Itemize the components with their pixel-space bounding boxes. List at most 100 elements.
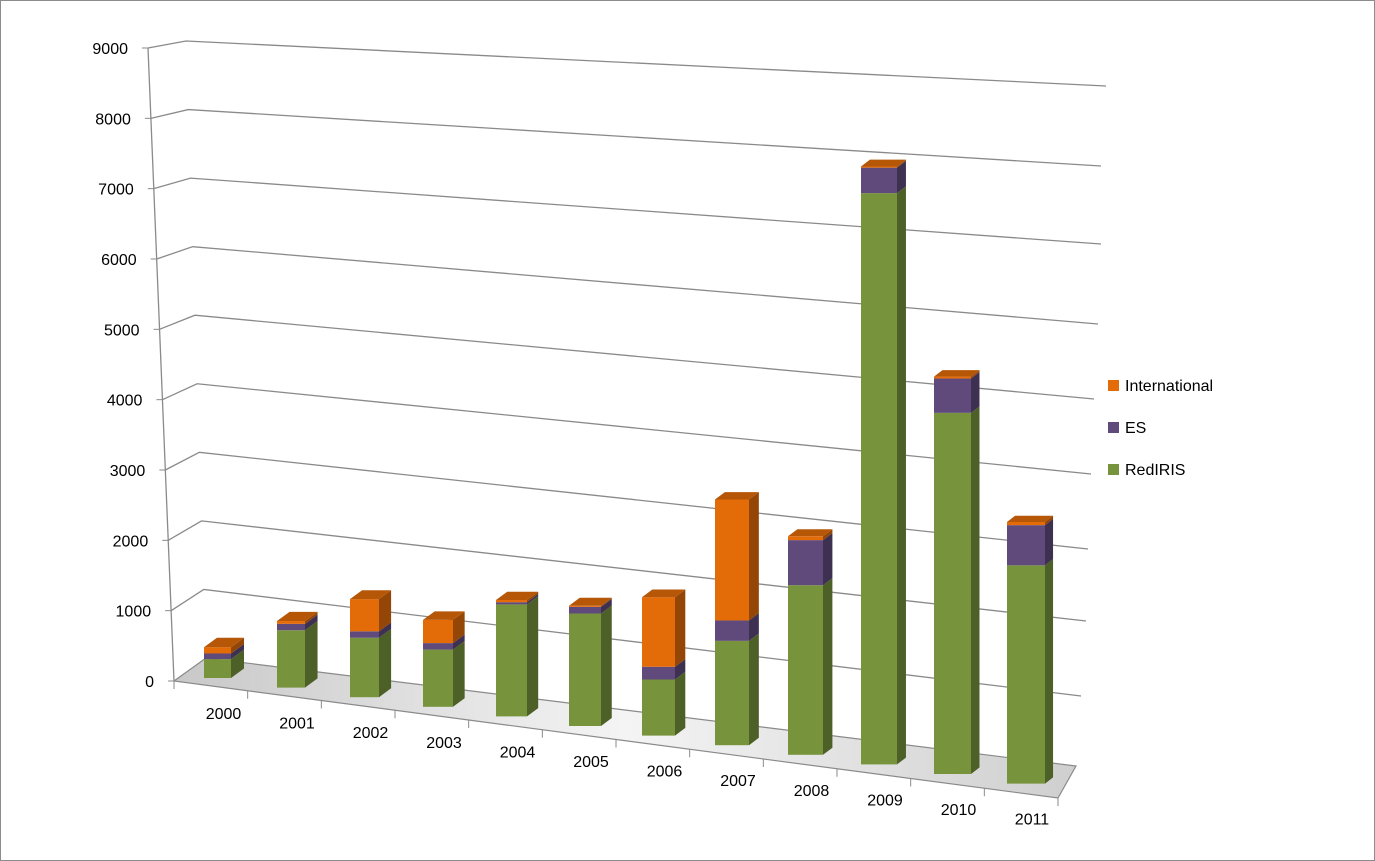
bar-2005 — [569, 597, 612, 726]
bar-segment-rediris-side — [1045, 559, 1054, 784]
gridline — [150, 108, 1102, 167]
bar-2009 — [861, 159, 906, 765]
bar-segment-rediris-front — [861, 193, 897, 765]
y-tick-label: 2000 — [113, 533, 149, 550]
y-tick-label: 6000 — [101, 252, 137, 269]
bar-segment-rediris-side — [823, 578, 833, 755]
bar-2000 — [204, 637, 244, 678]
bar-segment-rediris-side — [453, 641, 465, 707]
bar-segment-rediris-front — [423, 649, 453, 707]
bar-segment-international-front — [715, 499, 749, 621]
bar-segment-es-front — [204, 653, 231, 660]
bar-segment-es-side — [675, 659, 686, 680]
x-tick-label: 2004 — [500, 744, 536, 761]
bar-segment-international-side — [675, 589, 686, 667]
bar-segment-rediris-side — [749, 633, 759, 746]
bar-segment-es-front — [277, 623, 305, 631]
legend-swatch-international — [1108, 380, 1119, 391]
gridline — [165, 451, 1089, 550]
bar-2002 — [350, 590, 392, 698]
x-tick-label: 2001 — [279, 716, 315, 733]
bar-segment-international-front — [788, 536, 823, 541]
bar-segment-rediris-side — [305, 621, 318, 688]
x-tick-label: 2003 — [426, 735, 462, 752]
y-tick-label: 7000 — [98, 182, 134, 199]
bar-segment-rediris-front — [934, 412, 971, 774]
bar-2001 — [277, 611, 318, 688]
bar-segment-top — [934, 370, 980, 377]
bar-segment-international-front — [934, 376, 971, 379]
bar-segment-rediris-front — [569, 613, 601, 726]
bar-segment-rediris-front — [496, 604, 527, 717]
y-tick-label: 3000 — [110, 463, 146, 480]
bar-segment-es-side — [1045, 518, 1054, 566]
bar-segment-rediris-side — [379, 628, 392, 698]
bar-segment-es-front — [423, 643, 453, 650]
legend-swatch-es — [1108, 422, 1119, 433]
x-tick-label: 2002 — [353, 725, 389, 742]
bar-segment-rediris-front — [350, 637, 379, 698]
chart-floor — [172, 657, 1077, 806]
bar-segment-top — [788, 529, 833, 537]
bar-2007 — [715, 492, 759, 746]
x-tick-label: 2006 — [647, 764, 683, 781]
bar-2010 — [934, 370, 980, 774]
bar-segment-international-side — [231, 637, 244, 654]
bar-segment-top — [423, 611, 465, 620]
bar-segment-top — [715, 492, 759, 500]
bar-segment-rediris-front — [1007, 565, 1045, 784]
bar-segment-international-side — [453, 611, 465, 644]
legend-label-es: ES — [1125, 420, 1146, 437]
bar-segment-international-front — [1007, 521, 1045, 526]
bar-segment-es-side — [379, 622, 392, 638]
bar-segment-international-side — [379, 590, 392, 632]
y-tick-label: 9000 — [92, 41, 128, 58]
legend-label-international: International — [1125, 378, 1213, 395]
bar-segment-es-side — [823, 533, 833, 586]
bar-segment-es-side — [231, 644, 244, 660]
bar-2008 — [788, 529, 833, 755]
bar-segment-es-front — [934, 378, 971, 413]
bar-segment-es-side — [971, 372, 980, 413]
bar-segment-international-side — [897, 159, 906, 168]
bar-segment-es-side — [601, 598, 612, 614]
bar-segment-rediris-front — [642, 679, 675, 736]
bar-segment-international-side — [305, 611, 318, 624]
gridline — [159, 314, 1095, 400]
bar-segment-es-front — [715, 620, 749, 641]
x-tick-label: 2007 — [720, 773, 756, 790]
bar-segment-es-front — [350, 631, 379, 638]
y-tick-label: 4000 — [107, 393, 143, 410]
y-axis-labels: 0 1000 2000 3000 4000 5000 6000 7000 8000 9000 — [92, 41, 154, 691]
y-tick-label: 1000 — [116, 604, 152, 621]
bar-2003 — [423, 611, 465, 707]
bar-segment-es-side — [897, 160, 906, 194]
bar-segment-es-front — [788, 540, 823, 586]
legend-label-rediris: RedIRIS — [1125, 462, 1185, 479]
bar-segment-rediris-side — [231, 649, 244, 678]
bar-segment-top — [277, 611, 318, 622]
x-tick-label: 2011 — [1015, 812, 1050, 829]
bar-segment-international-front — [204, 647, 231, 654]
bar-segment-international-side — [1045, 515, 1054, 526]
bar-segment-international-side — [749, 492, 759, 621]
bar-segment-international-front — [496, 600, 527, 603]
bar-segment-es-front — [642, 666, 675, 680]
bar-segment-es-front — [569, 606, 601, 614]
x-tick-label: 2008 — [794, 783, 830, 800]
gridline — [162, 383, 1092, 475]
bar-segment-top — [350, 590, 392, 600]
bar-segment-rediris-side — [601, 605, 612, 726]
bar-segment-top — [569, 597, 612, 606]
legend-swatch-rediris — [1108, 464, 1119, 475]
bar-segment-international-front — [569, 605, 601, 607]
bar-segment-top — [204, 637, 244, 648]
bar-2011 — [1007, 515, 1054, 784]
bar-segment-es-front — [496, 602, 527, 605]
bar-segment-top — [861, 159, 906, 167]
y-axis-line — [147, 47, 175, 682]
bar-segment-international-front — [350, 599, 379, 632]
bar-2004 — [496, 591, 539, 717]
